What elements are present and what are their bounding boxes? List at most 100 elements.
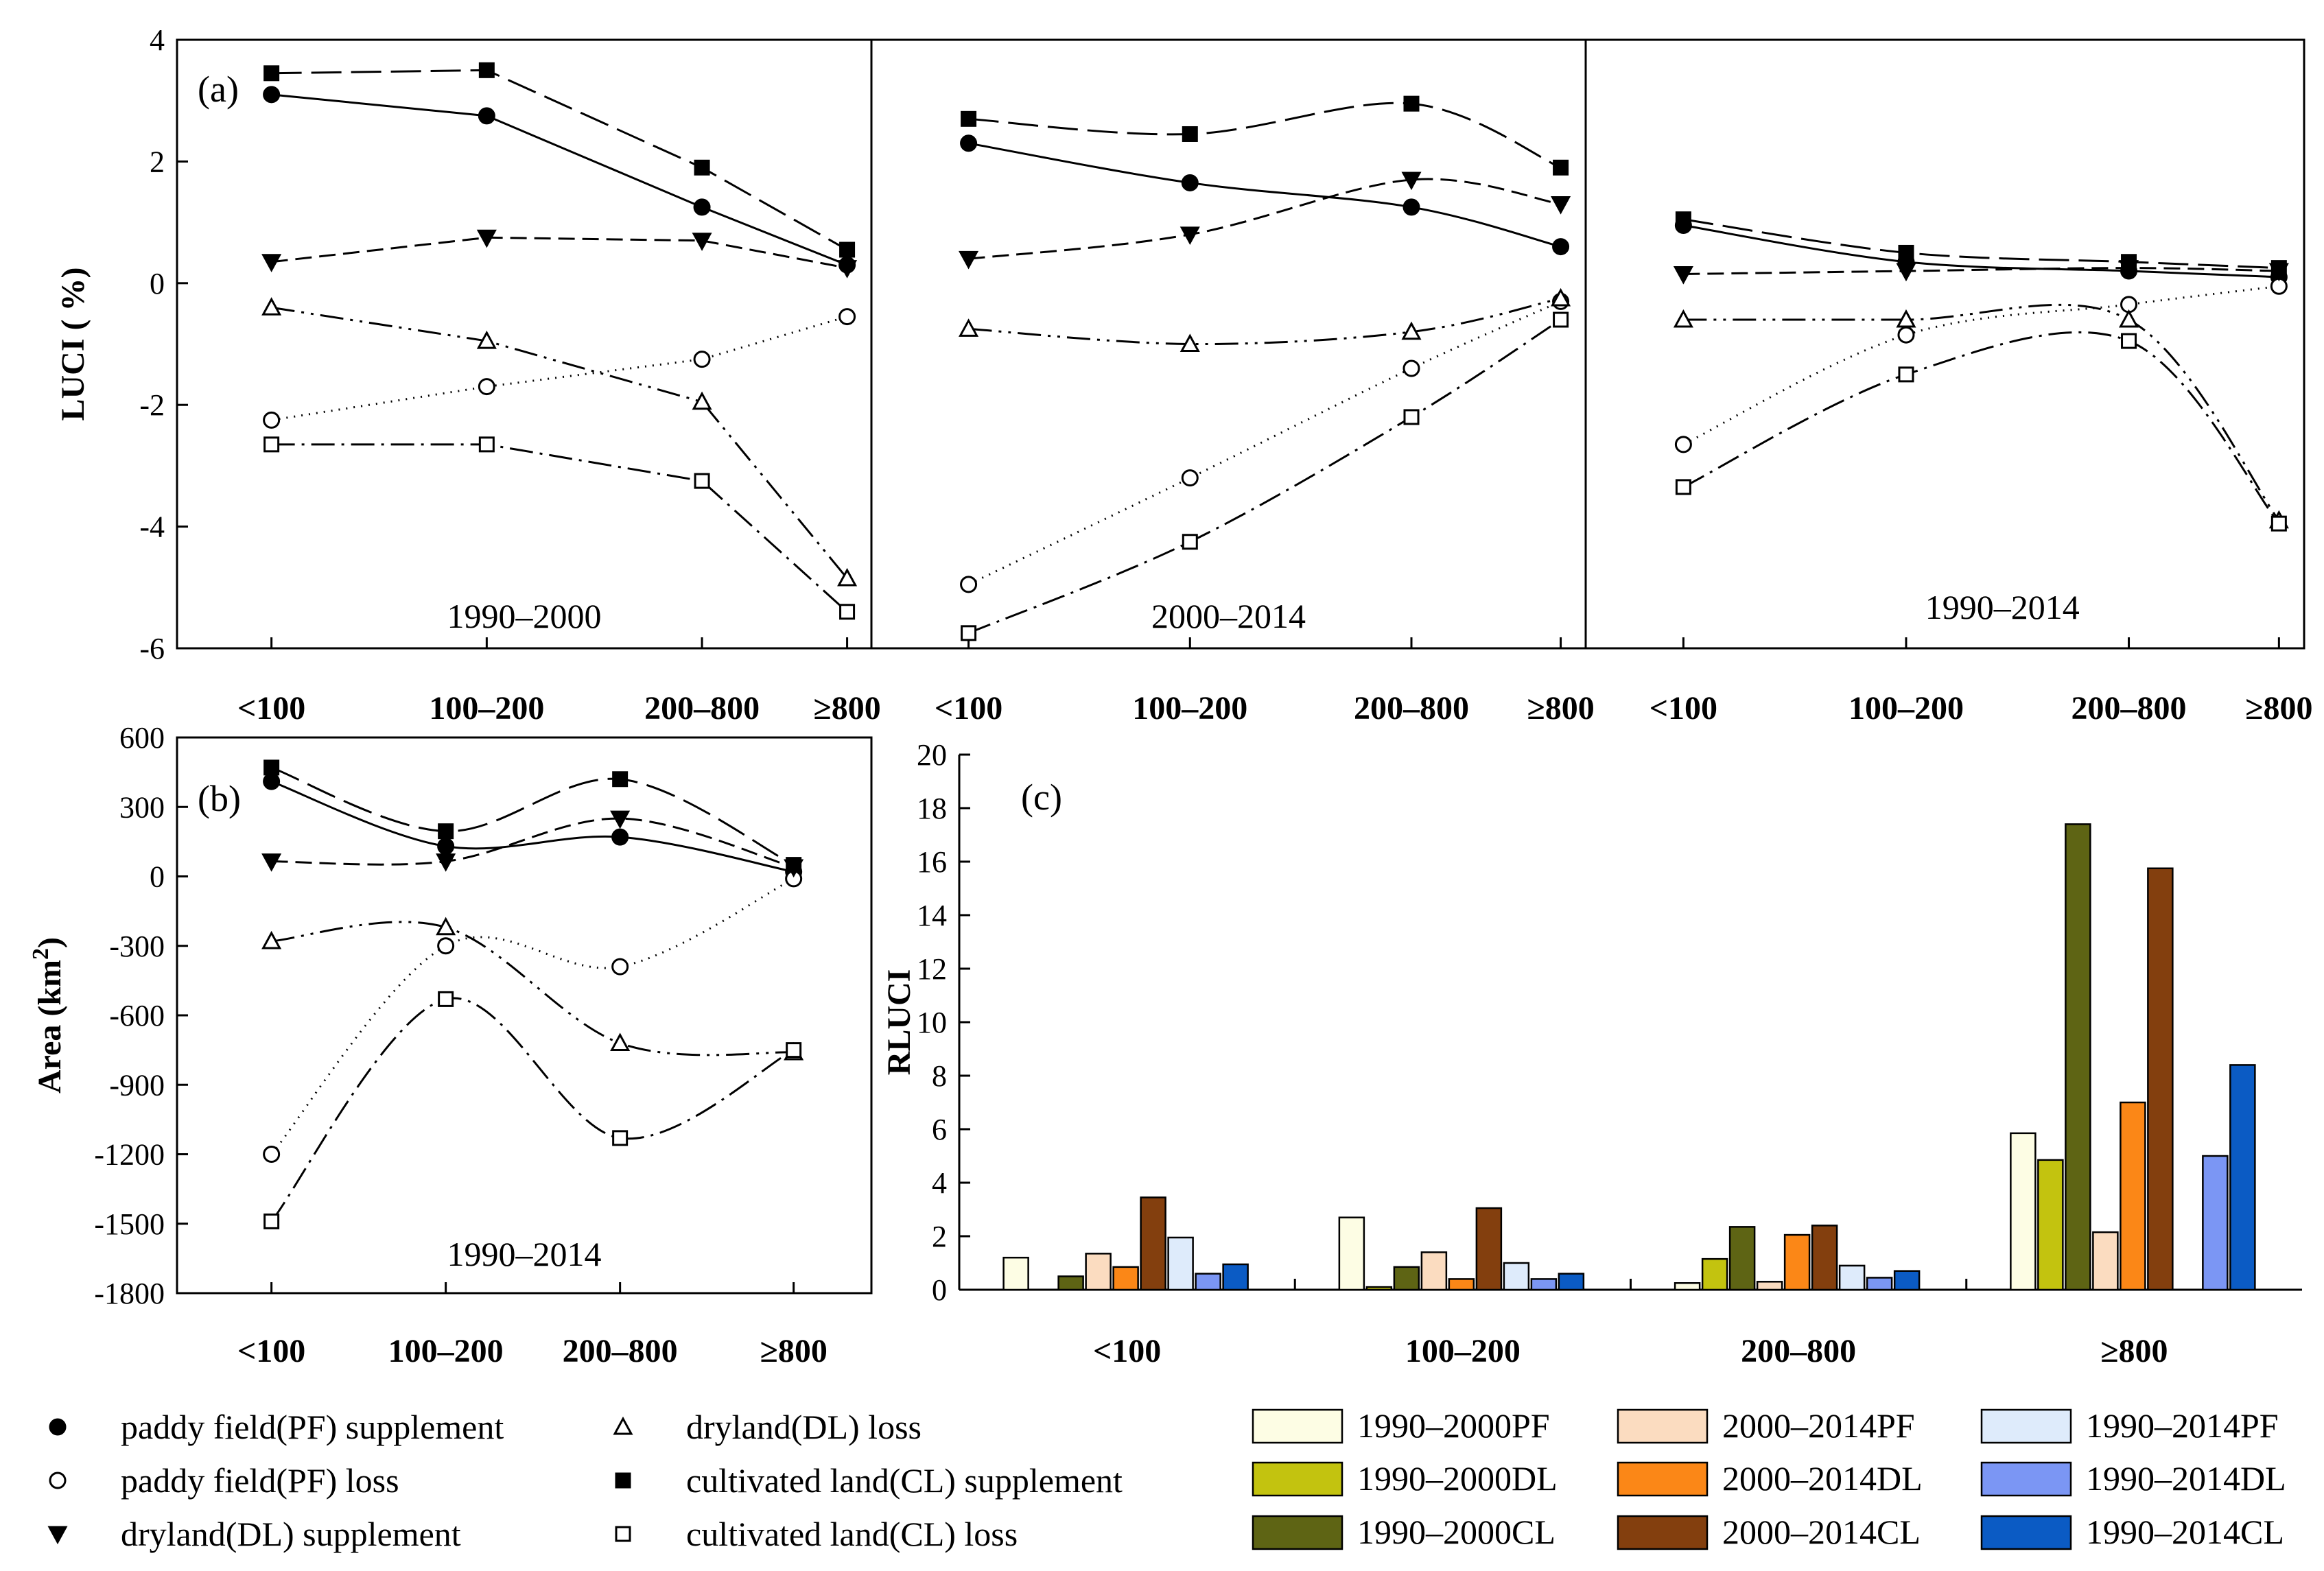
legend-item-cl_sup: cultivated land(CL) supplement bbox=[615, 1461, 1123, 1500]
legend-label: 1990–2014PF bbox=[2086, 1406, 2279, 1445]
bar-legend: 1990–2000PF 1990–2000DL 1990–2000CL 2000–20… bbox=[1252, 1406, 2286, 1551]
legend-swatch bbox=[1617, 1408, 1709, 1444]
bar-2-3 bbox=[1756, 1281, 1783, 1291]
x-tick-label: 100–200 bbox=[1405, 1333, 1521, 1369]
point-dl_loss-1 bbox=[1179, 333, 1200, 352]
point-dl_sup-1 bbox=[1896, 263, 1916, 282]
point-dl_sup-0 bbox=[261, 254, 282, 272]
bar-3-3 bbox=[2092, 1231, 2119, 1291]
point-cl_sup-1 bbox=[438, 823, 454, 840]
legend-item-bar-6: 1990–2014PF bbox=[1980, 1406, 2279, 1445]
point-cl_loss-2 bbox=[2121, 333, 2137, 349]
point-pf_loss-2 bbox=[1402, 359, 1420, 377]
x-tick-label: 100–200 bbox=[1132, 690, 1247, 727]
legend-label: dryland(DL) supplement bbox=[121, 1515, 461, 1553]
bar-0-5 bbox=[1140, 1196, 1166, 1291]
bar-2-7 bbox=[1866, 1277, 1893, 1291]
bar-3-8 bbox=[2229, 1064, 2256, 1291]
bar-1-4 bbox=[1448, 1278, 1475, 1291]
point-pf_loss-3 bbox=[838, 308, 856, 326]
series-line-dl_loss bbox=[1683, 303, 2280, 521]
y-axis-title: LUCI ( %) bbox=[55, 268, 91, 421]
point-cl_loss-3 bbox=[1553, 311, 1569, 328]
panel-label: (b) bbox=[198, 778, 241, 819]
x-tick-label: <100 bbox=[237, 690, 305, 727]
point-cl_loss-2 bbox=[1403, 409, 1420, 425]
x-tick-label: ≥800 bbox=[813, 690, 880, 727]
series-line-dl_loss bbox=[271, 921, 794, 1056]
y-axis-title: Area (km2) bbox=[28, 937, 68, 1094]
point-pf_loss-2 bbox=[611, 958, 629, 976]
bar-1-7 bbox=[1530, 1278, 1558, 1291]
x-tick-label: ≥800 bbox=[2100, 1333, 2168, 1369]
point-pf_sup-2 bbox=[611, 828, 629, 846]
legend-swatch bbox=[1252, 1408, 1343, 1444]
x-tick-label: 100–200 bbox=[388, 1333, 504, 1369]
bar-0-8 bbox=[1222, 1263, 1249, 1291]
legend-item-bar-1: 1990–2000DL bbox=[1252, 1459, 1558, 1498]
point-cl_loss-3 bbox=[786, 1042, 802, 1059]
y-tick-label: 300 bbox=[119, 790, 165, 824]
point-pf_loss-0 bbox=[960, 576, 978, 593]
bar-3-7 bbox=[2202, 1155, 2229, 1291]
legend-item-dl_loss: dryland(DL) loss bbox=[613, 1408, 922, 1446]
y-tick-label: 18 bbox=[917, 792, 947, 825]
point-dl_loss-0 bbox=[1673, 309, 1693, 328]
legend-item-pf_loss: paddy field(PF) loss bbox=[49, 1461, 399, 1500]
bar-1-2 bbox=[1393, 1266, 1420, 1291]
point-cl_loss-1 bbox=[438, 991, 454, 1007]
x-tick-label: <100 bbox=[1093, 1333, 1161, 1369]
bar-2-0 bbox=[1674, 1282, 1701, 1291]
point-cl_sup-0 bbox=[1675, 211, 1691, 228]
legend-label: 2000–2014CL bbox=[1722, 1513, 1921, 1551]
legend-label: cultivated land(CL) supplement bbox=[686, 1461, 1123, 1500]
bar-1-5 bbox=[1475, 1207, 1503, 1291]
legend-item-cl_loss: cultivated land(CL) loss bbox=[615, 1515, 1018, 1553]
x-tick-label: 200–800 bbox=[1354, 690, 1469, 727]
point-pf_sup-0 bbox=[960, 134, 978, 152]
y-axis-title-text: Area (km bbox=[32, 960, 68, 1094]
series-line-cl_loss bbox=[968, 318, 1562, 635]
bar-1-6 bbox=[1503, 1262, 1530, 1291]
x-tick-label: 200–800 bbox=[563, 1333, 678, 1369]
y-tick-label: -600 bbox=[109, 999, 165, 1032]
x-tick-label: ≥800 bbox=[760, 1333, 827, 1369]
x-tick-label: ≥800 bbox=[2245, 690, 2312, 727]
period-label: 1990–2000 bbox=[447, 597, 602, 635]
panel-label: (a) bbox=[198, 69, 239, 110]
point-dl_sup-0 bbox=[261, 853, 282, 872]
point-cl_sup-2 bbox=[1403, 95, 1420, 112]
series-line-pf_sup bbox=[1683, 224, 2279, 279]
y-axis-title-sup: 2 bbox=[28, 948, 54, 960]
y-tick-label: -300 bbox=[109, 930, 165, 963]
x-tick-label: <100 bbox=[935, 690, 1002, 727]
series-line-pf_loss bbox=[1682, 285, 2279, 446]
point-cl_sup-1 bbox=[1898, 244, 1914, 261]
bar-3-0 bbox=[2010, 1132, 2037, 1291]
point-dl_sup-0 bbox=[1673, 265, 1693, 285]
point-cl_loss-2 bbox=[694, 473, 710, 489]
legend-item-bar-3: 2000–2014PF bbox=[1617, 1406, 1915, 1445]
bar-2-6 bbox=[1838, 1264, 1866, 1291]
series-line-dl_loss bbox=[271, 306, 848, 579]
legend-swatch bbox=[1617, 1461, 1709, 1497]
panel-b-frame bbox=[176, 736, 873, 1295]
point-cl_sup-0 bbox=[263, 65, 280, 82]
bar-0-0 bbox=[1002, 1256, 1029, 1291]
point-pf_sup-2 bbox=[693, 198, 711, 216]
bar-2-2 bbox=[1728, 1226, 1756, 1291]
bar-1-0 bbox=[1338, 1216, 1365, 1291]
point-pf_loss-0 bbox=[1674, 436, 1692, 453]
point-pf_loss-1 bbox=[478, 378, 495, 396]
bar-3-1 bbox=[2037, 1159, 2064, 1291]
bar-2-5 bbox=[1811, 1225, 1838, 1291]
bar-0-7 bbox=[1195, 1273, 1221, 1291]
point-cl_sup-0 bbox=[961, 110, 977, 127]
y-tick-label: -6 bbox=[139, 632, 165, 665]
point-cl_sup-1 bbox=[1182, 126, 1198, 142]
period-label: 1990–2014 bbox=[1925, 588, 2080, 626]
series-line-cl_sup bbox=[271, 766, 795, 866]
point-dl_loss-1 bbox=[476, 330, 497, 349]
point-cl_loss-0 bbox=[1675, 479, 1691, 495]
point-dl_loss-2 bbox=[2119, 309, 2139, 328]
